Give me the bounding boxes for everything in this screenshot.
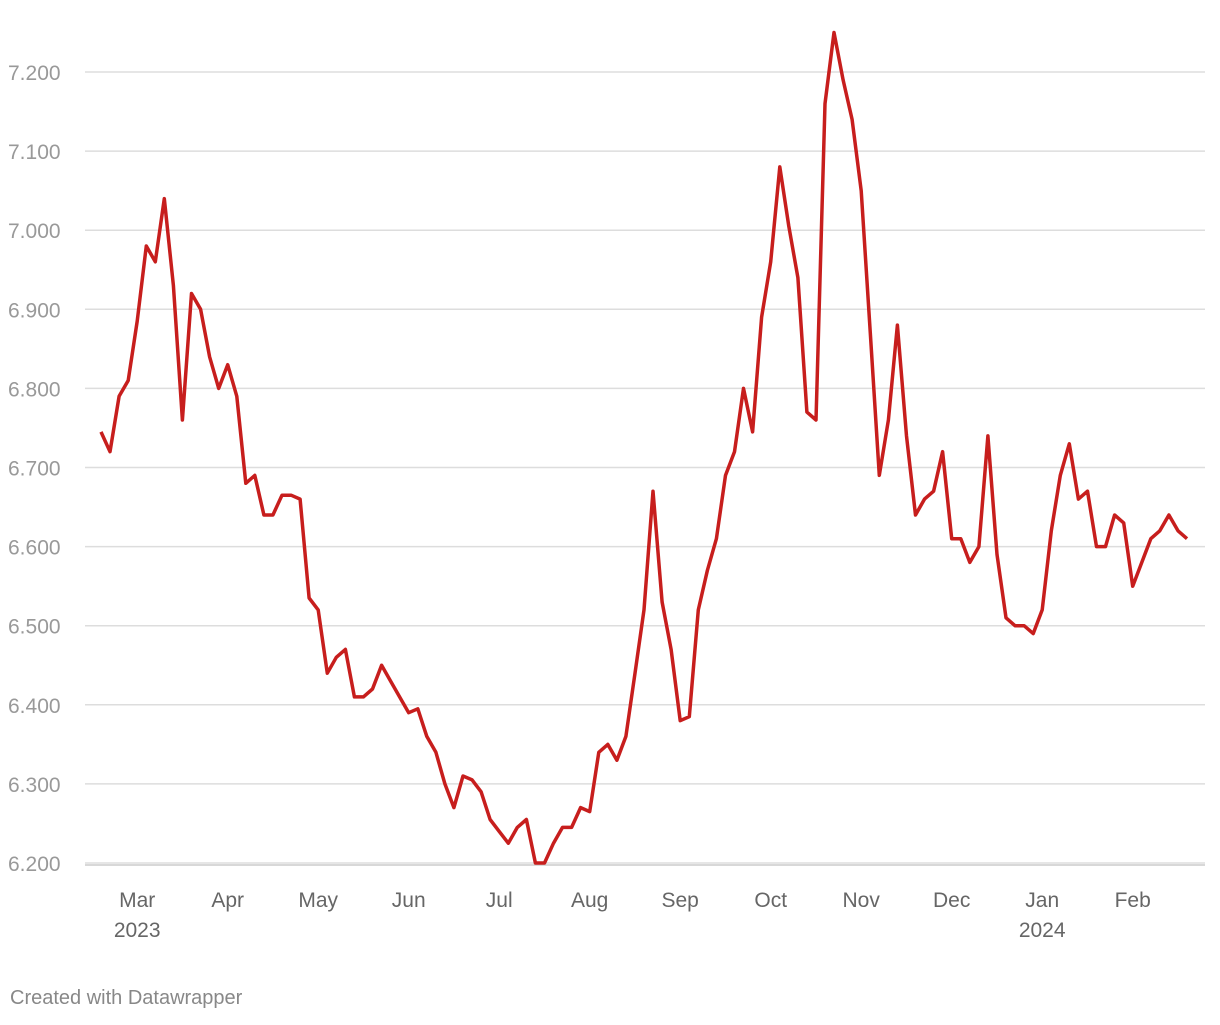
x-tick-label: Dec (933, 889, 970, 912)
y-tick-label: 6.500 (8, 616, 61, 639)
x-tick-label: May (298, 889, 338, 912)
y-tick-label: 6.600 (8, 537, 61, 560)
y-tick-label: 7.200 (8, 62, 61, 85)
y-tick-label: 6.300 (8, 774, 61, 797)
x-tick-label: Sep (662, 889, 699, 912)
x-tick-label: Jun (392, 889, 426, 912)
y-tick-label: 6.200 (8, 853, 61, 876)
footer: Created with Datawrapper (10, 987, 243, 1009)
y-tick-label: 7.000 (8, 220, 61, 243)
x-tick-label: Jan 2024 (1019, 889, 1066, 942)
y-tick-label: 6.400 (8, 695, 61, 718)
x-tick-label: Jul (486, 889, 513, 912)
x-tick-label: Nov (843, 889, 881, 912)
x-tick-label: Apr (211, 889, 244, 912)
y-tick-label: 7.100 (8, 141, 61, 164)
y-tick-label: 6.700 (8, 458, 61, 481)
x-tick-label: Mar 2023 (114, 889, 161, 942)
x-tick-label: Aug (571, 889, 608, 912)
x-tick-label: Oct (754, 889, 787, 912)
line (99, 30, 1189, 865)
y-tick-label: 6.900 (8, 299, 61, 322)
x-tick-label: Feb (1115, 889, 1151, 912)
y-tick-label: 6.800 (8, 378, 61, 401)
